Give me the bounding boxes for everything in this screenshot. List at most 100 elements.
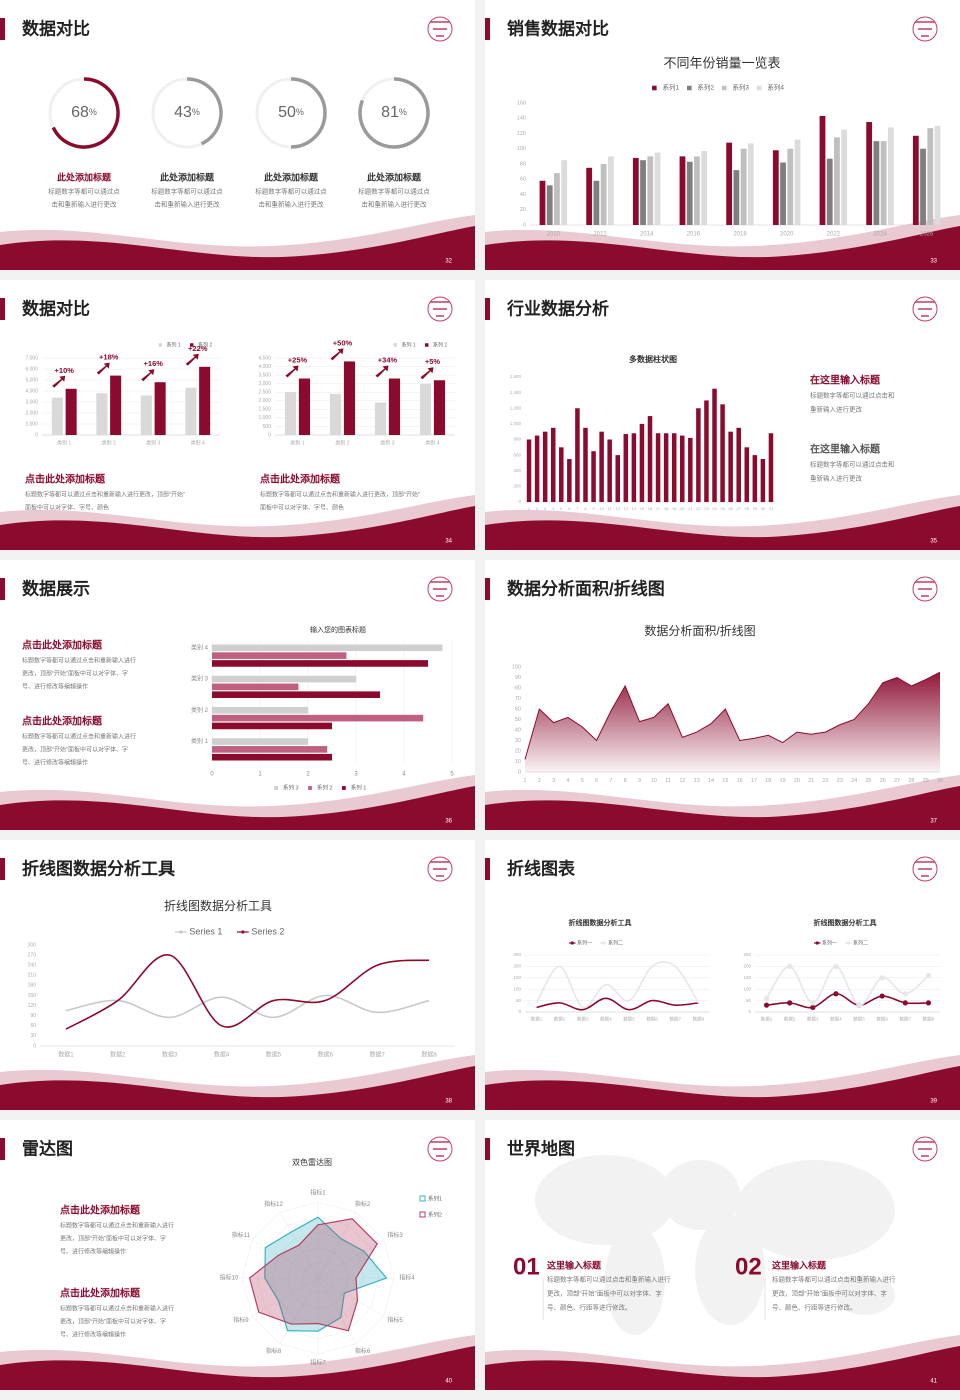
x-tick-label: 29 xyxy=(923,778,929,784)
page-number: 36 xyxy=(445,819,452,825)
bar xyxy=(154,382,166,435)
bar xyxy=(212,753,332,761)
y-tick-label: 140 xyxy=(517,116,526,122)
ring-arc xyxy=(186,77,223,146)
x-tick-label: 16 xyxy=(737,778,743,784)
annotation: +50% xyxy=(333,338,353,347)
bar xyxy=(599,431,604,502)
x-tick-label: 14 xyxy=(632,506,637,511)
bar xyxy=(819,115,826,225)
x-tick-label: 14 xyxy=(708,778,714,784)
y-tick-label: 150 xyxy=(28,993,37,999)
y-tick-label: 10 xyxy=(515,759,521,765)
block-text: 号、颜色、行距等进行修改。 xyxy=(772,1303,857,1312)
block-heading: 点击此处添加标题 xyxy=(22,715,103,728)
x-tick-label: 数据6 xyxy=(318,1051,334,1059)
x-tick-label: 7 xyxy=(576,506,579,511)
ring-value: 43% xyxy=(174,104,200,121)
bar xyxy=(212,644,443,652)
y-tick-label: 120 xyxy=(28,1003,37,1009)
x-tick-label: 20 xyxy=(680,506,685,511)
line xyxy=(65,994,430,1019)
slide-title: 折线图表 xyxy=(507,858,576,878)
bar xyxy=(554,173,560,225)
ring-arc xyxy=(51,77,120,149)
y-tick-label: 400 xyxy=(513,468,521,473)
y-tick-label: 60 xyxy=(520,177,526,183)
x-tick-label: 数据8 xyxy=(923,1016,935,1023)
block-text: 面板中可以对字体、字号、颜色 xyxy=(25,504,109,512)
point xyxy=(833,991,839,997)
y-tick-label: 1,400 xyxy=(510,390,522,395)
legend-label: 系列 2 xyxy=(317,783,333,791)
bar xyxy=(591,451,596,502)
bar xyxy=(623,434,629,502)
block-text: 标题数字等都可以通过点 xyxy=(255,187,327,196)
y-tick-label: 30 xyxy=(30,1033,36,1039)
block-text: 击和重新输入进行更改 xyxy=(52,200,118,209)
x-tick-label: 21 xyxy=(688,506,693,511)
block-text: 标题数字等都可以通过点击和重新输入进行 xyxy=(772,1275,896,1284)
point xyxy=(833,963,839,969)
x-tick-label: 数据5 xyxy=(266,1051,282,1059)
wave-dark xyxy=(0,1346,475,1390)
x-tick-label: 数据4 xyxy=(600,1016,612,1023)
map-shape xyxy=(535,1155,675,1245)
ring-unit: % xyxy=(296,107,304,117)
annotation-arrow xyxy=(285,365,299,378)
block-heading: 点击此处添加标题 xyxy=(60,1287,141,1300)
annotation-arrow xyxy=(375,365,389,378)
bar xyxy=(542,431,548,502)
y-tick-label: 90 xyxy=(30,1013,36,1019)
annotation: +22% xyxy=(188,344,208,353)
bar xyxy=(688,437,693,502)
slide-background xyxy=(0,0,475,270)
x-tick-label: 数据7 xyxy=(370,1051,386,1059)
chart-title: 双色雷达图 xyxy=(292,1157,332,1167)
x-tick-label: 22 xyxy=(822,778,828,784)
legend-swatch xyxy=(570,941,574,945)
y-tick-label: 50 xyxy=(746,998,752,1003)
radar-label: 指标1 xyxy=(310,1189,326,1197)
y-tick-label: 3,000 xyxy=(25,399,38,405)
legend-label: 系列1 xyxy=(662,83,679,92)
y-tick-label: 30 xyxy=(515,738,521,744)
y-tick-label: 0 xyxy=(523,222,526,228)
annotation: +25% xyxy=(288,356,308,365)
y-tick-label: 0 xyxy=(518,1009,521,1014)
point xyxy=(925,1000,932,1006)
slide-background xyxy=(0,840,475,1110)
area xyxy=(525,672,940,772)
x-tick-label: 19 xyxy=(780,778,786,784)
bar xyxy=(586,167,593,225)
ring-unit: % xyxy=(89,107,97,117)
bar xyxy=(199,366,211,435)
legend-label: 系列 1 xyxy=(167,341,181,348)
block-text: 标题数字等都可以通过点击和重新输入进行 xyxy=(547,1275,671,1284)
y-tick-label: 4,000 xyxy=(25,388,38,394)
x-tick-label: 4 xyxy=(402,772,406,778)
x-tick-label: 1 xyxy=(258,772,262,778)
block-text: 重新输入进行更改 xyxy=(810,405,863,414)
annotation-arrow xyxy=(420,367,434,380)
x-tick-label: 30 xyxy=(937,778,943,784)
bar xyxy=(550,427,556,502)
bar xyxy=(639,423,645,502)
radar-label: 指标10 xyxy=(220,1274,239,1282)
block-text: 标题数字等都可以通过点击和重新输入进行 xyxy=(60,1305,174,1313)
y-tick-label: 类别 4 xyxy=(191,643,209,651)
bar xyxy=(419,383,432,435)
x-tick-label: 数据8 xyxy=(693,1016,705,1023)
x-tick-label: 数据2 xyxy=(554,1016,566,1023)
radar-label: 指标9 xyxy=(233,1316,249,1324)
block-text: 标题数字等都可以通过点击和 xyxy=(810,391,895,400)
legend-label: Series 2 xyxy=(251,926,284,936)
bar xyxy=(212,660,428,667)
block-text: 击和重新输入进行更改 xyxy=(155,200,221,209)
bar xyxy=(787,148,794,225)
ring-number: 68 xyxy=(71,104,89,121)
bar xyxy=(539,180,546,225)
chart-title: 输入您的图表标题 xyxy=(310,625,366,634)
y-tick-label: 4,500 xyxy=(258,355,271,361)
y-tick-label: 6,000 xyxy=(25,366,38,372)
